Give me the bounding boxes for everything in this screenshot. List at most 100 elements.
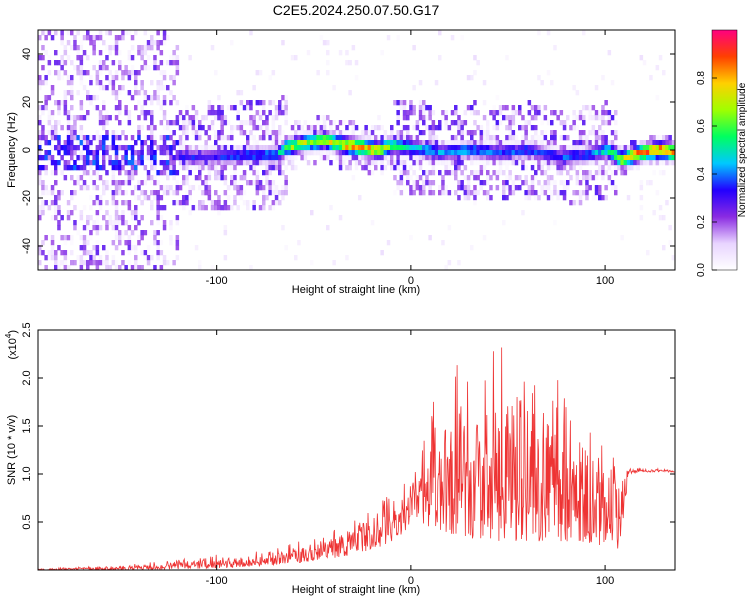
heatmap-cell (95, 185, 100, 191)
heatmap-cell (105, 180, 109, 186)
heatmap-cell (255, 175, 260, 181)
heatmap-cell (562, 190, 567, 196)
heatmap-cell (425, 160, 429, 166)
heatmap-cell (108, 50, 112, 56)
heatmap-cell (271, 180, 276, 186)
heatmap-cell (143, 165, 148, 171)
heatmap-cell (620, 155, 624, 161)
heatmap-cell (217, 110, 221, 116)
heatmap-cell (166, 60, 170, 66)
heatmap-cell (409, 175, 413, 181)
heatmap-cell (428, 125, 432, 131)
heatmap-cell (358, 160, 362, 166)
heatmap-cell (431, 125, 436, 131)
heatmap-cell (498, 155, 503, 161)
heatmap-cell (396, 115, 400, 121)
heatmap-cell (290, 145, 295, 151)
heatmap-cell (287, 140, 292, 146)
heatmap-cell (601, 130, 605, 136)
heatmap-cell (38, 85, 42, 91)
heatmap-cell (217, 105, 221, 111)
heatmap-cell (210, 145, 215, 151)
heatmap-cell (236, 205, 240, 211)
heatmap-cell (610, 115, 615, 121)
heatmap-cell (594, 110, 599, 116)
heatmap-cell (185, 110, 189, 116)
heatmap-cell (518, 145, 522, 151)
heatmap-cell (514, 150, 519, 156)
heatmap-cell (252, 160, 256, 166)
heatmap-cell (585, 155, 589, 161)
heatmap-cell (556, 195, 560, 201)
heatmap-cell (249, 165, 253, 171)
heatmap-cell (662, 145, 666, 151)
heatmap-cell (124, 200, 128, 206)
heatmap-cell (274, 110, 279, 116)
heatmap-cell (54, 200, 58, 206)
heatmap-cell (159, 250, 164, 256)
heatmap-cell (130, 175, 135, 181)
heatmap-cell (550, 110, 554, 116)
heatmap-cell (457, 120, 461, 126)
heatmap-cell (425, 145, 429, 151)
heatmap-cell (98, 140, 103, 146)
heatmap-cell (505, 195, 509, 201)
heatmap-cell (614, 110, 618, 116)
heatmap-cell (556, 170, 560, 176)
heatmap-cell (47, 205, 52, 211)
heatmap-cell (73, 260, 77, 266)
heatmap-cell (473, 185, 477, 191)
heatmap-cell (121, 200, 125, 206)
heatmap-cell (233, 155, 237, 161)
heatmap-cell (415, 145, 420, 151)
heatmap-cell (220, 135, 224, 141)
heatmap-cell (153, 160, 157, 166)
heatmap-cell (146, 150, 151, 156)
heatmap-cell (390, 135, 394, 141)
heatmap-cell (121, 180, 125, 186)
heatmap-cell (607, 50, 612, 56)
heatmap-cell (50, 250, 55, 256)
heatmap-cell (492, 140, 496, 146)
heatmap-cell (70, 240, 74, 246)
heatmap-cell (79, 115, 84, 121)
heatmap-cell (60, 30, 64, 36)
heatmap-cell (281, 140, 285, 146)
heatmap-cell (111, 225, 116, 231)
heatmap-cell (281, 170, 285, 176)
heatmap-cell (345, 150, 349, 156)
heatmap-cell (271, 190, 276, 196)
heatmap-cell (86, 215, 90, 221)
heatmap-cell (268, 150, 272, 156)
heatmap-cell (249, 30, 253, 36)
heatmap-cell (86, 135, 90, 141)
heatmap-cell (124, 110, 128, 116)
heatmap-cell (425, 150, 429, 156)
heatmap-cell (214, 110, 218, 116)
heatmap-cell (41, 45, 45, 51)
heatmap-cell (431, 120, 436, 126)
heatmap-cell (582, 155, 586, 161)
heatmap-cell (175, 60, 180, 66)
heatmap-cell (162, 220, 167, 226)
heatmap-cell (102, 140, 106, 146)
heatmap-cell (550, 135, 554, 141)
heatmap-cell (364, 160, 368, 166)
heatmap-cell (284, 145, 288, 151)
heatmap-cell (534, 115, 538, 121)
heatmap-cell (569, 165, 573, 171)
heatmap-cell (662, 135, 666, 141)
heatmap-cell (108, 30, 112, 36)
heatmap-cell (332, 140, 336, 146)
heatmap-cell (95, 195, 100, 201)
heatmap-cell (41, 65, 45, 71)
heatmap-cell (306, 145, 311, 151)
heatmap-cell (255, 120, 260, 126)
heatmap-cell (54, 205, 58, 211)
heatmap-cell (530, 140, 535, 146)
heatmap-cell (326, 135, 330, 141)
heatmap-cell (588, 150, 592, 156)
heatmap-cell (162, 115, 167, 121)
heatmap-cell (214, 190, 218, 196)
heatmap-cell (198, 260, 202, 266)
